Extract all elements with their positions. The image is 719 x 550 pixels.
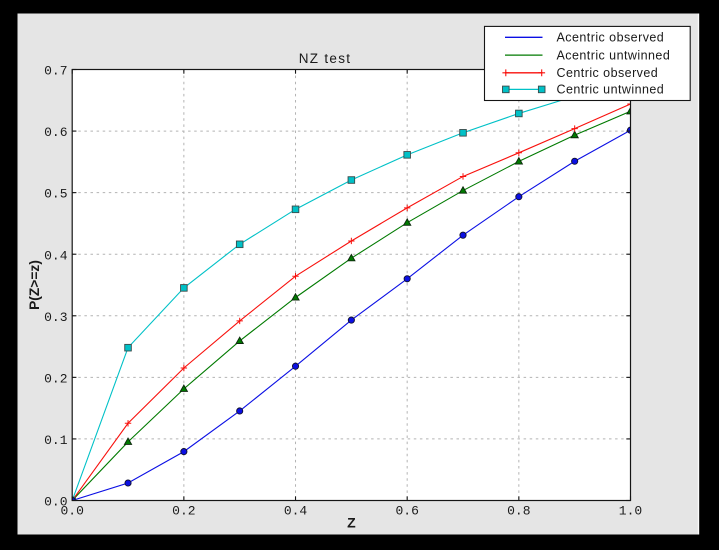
svg-text:0.4: 0.4 [44, 248, 68, 263]
svg-text:1.0: 1.0 [619, 504, 642, 519]
svg-text:NZ test: NZ test [299, 51, 352, 66]
svg-text:0.0: 0.0 [44, 495, 67, 510]
svg-text:0.2: 0.2 [44, 371, 67, 386]
svg-text:P(Z>=z): P(Z>=z) [27, 260, 42, 310]
svg-text:Z: Z [347, 515, 356, 531]
svg-text:0.8: 0.8 [507, 504, 530, 519]
svg-text:0.6: 0.6 [395, 504, 418, 519]
svg-text:Acentric observed: Acentric observed [557, 31, 665, 45]
svg-text:0.0: 0.0 [60, 504, 83, 519]
svg-text:0.2: 0.2 [172, 504, 195, 519]
svg-text:Centric observed: Centric observed [557, 66, 659, 80]
svg-text:Acentric untwinned: Acentric untwinned [557, 48, 671, 62]
svg-text:0.3: 0.3 [44, 310, 67, 325]
svg-text:0.6: 0.6 [44, 125, 67, 140]
svg-text:0.5: 0.5 [44, 187, 67, 202]
svg-text:0.4: 0.4 [284, 504, 308, 519]
svg-text:Centric untwinned: Centric untwinned [557, 83, 665, 97]
svg-text:0.7: 0.7 [44, 64, 67, 79]
svg-text:0.1: 0.1 [44, 433, 68, 448]
